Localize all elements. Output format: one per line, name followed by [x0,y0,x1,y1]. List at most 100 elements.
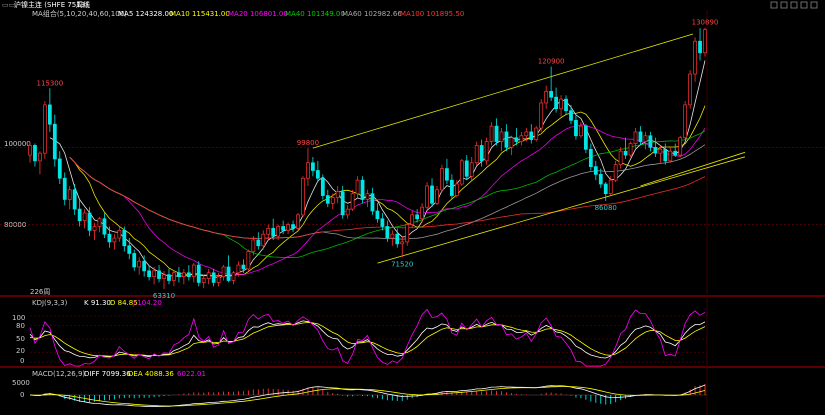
price-annotation: 99800 [297,139,319,147]
candle-body [479,145,484,162]
trend-channel-line [312,33,694,149]
candle-body [211,272,216,283]
candle-body [335,191,340,198]
macd-hist-value: 6022.01 [177,370,206,378]
candle-body [167,274,171,281]
macd-diff-value: DIFF 7099.36 [84,370,131,378]
candle-body [638,131,643,142]
candle-body [360,179,365,200]
price-annotation: 71520 [391,260,413,268]
candle-body [38,152,42,162]
candle-body [147,270,152,277]
candle-body [544,91,549,104]
ma100-legend: MA100 101895.50 [400,10,464,18]
candle-body [698,40,702,54]
candle-body [459,160,464,185]
ma20-legend: MA20 106801.00 [228,10,288,18]
candle-body [102,218,107,235]
price-annotation: 86080 [595,204,617,212]
candle-body [286,224,290,231]
candle-body [77,208,82,222]
maximize-icon[interactable] [800,1,808,9]
settings-icon[interactable] [770,1,778,9]
candle-body [420,206,424,220]
candle-body [325,195,330,204]
candle-body [415,214,420,220]
price-annotation: 63310 [153,292,175,300]
candle-body [494,125,499,142]
candle-body [241,264,246,270]
candle-body [281,226,286,231]
price-tick-100000: 100000 [4,140,31,148]
candle-body [117,229,122,239]
kdj-d-line [29,322,706,357]
candle-body [598,174,603,185]
candle-body [246,251,251,270]
minimize-icon[interactable] [790,1,798,9]
candle-body [97,218,102,227]
candle-body [400,241,405,245]
candle-body [554,96,558,110]
candle-body [683,104,688,139]
candle-body [464,160,469,177]
candle-body [291,224,295,229]
candle-body [47,104,52,125]
candle-body [489,125,494,142]
candle-body [172,272,176,281]
candle-body [603,183,608,195]
candle-body [425,185,429,208]
candle-body [236,264,241,274]
candle-body [440,168,444,191]
ma10-line [69,105,706,277]
candle-body [559,98,563,110]
candle-body [152,270,156,277]
candle-body [296,214,300,229]
candle-body [345,208,350,216]
candle-body [653,147,658,154]
candle-body [628,143,633,156]
candle-body [593,166,598,175]
ma5-legend: MA5 124328.00 [118,10,173,18]
macd-title: MACD(12,26,9) [32,370,85,378]
candle-body [127,245,132,254]
candle-body [266,228,271,235]
candle-body [549,91,554,98]
mode-glyph[interactable]: ▭▭ [2,1,15,9]
candle-body [539,102,544,129]
candle-body [137,260,142,268]
candle-body [519,135,524,142]
ma20-line [69,124,706,276]
macd-dea-value: DEA 4088.36 [128,370,174,378]
candle-body [405,224,410,243]
candle-body [82,212,87,222]
window-controls [770,1,818,9]
candle-body [524,131,529,137]
close-icon[interactable] [810,1,818,9]
candle-body [355,179,360,195]
candle-body [162,274,166,279]
candle-body [663,148,668,162]
candle-body [206,272,211,279]
candle-body [385,226,390,239]
candle-body [177,272,181,277]
candle-body [271,228,276,237]
kdj-tick-50: 50 [16,335,25,343]
layout-icon[interactable] [780,1,788,9]
candle-body [216,276,221,283]
candle-body [340,191,345,216]
trend-channel-line [640,151,746,187]
candle-body [256,239,261,247]
candle-body [430,185,434,204]
candle-body [514,137,519,142]
candle-body [221,266,226,277]
macd-tick-5000: 5000 [12,379,30,387]
period-label[interactable]: 周线 [76,0,90,9]
price-tick-80000: 80000 [4,221,26,229]
candle-body [112,237,117,243]
candle-body [375,210,380,220]
candle-body [301,177,305,216]
kdj-j-value: J 104.20 [132,299,162,307]
candle-body [678,137,683,156]
candle-body [688,73,692,106]
